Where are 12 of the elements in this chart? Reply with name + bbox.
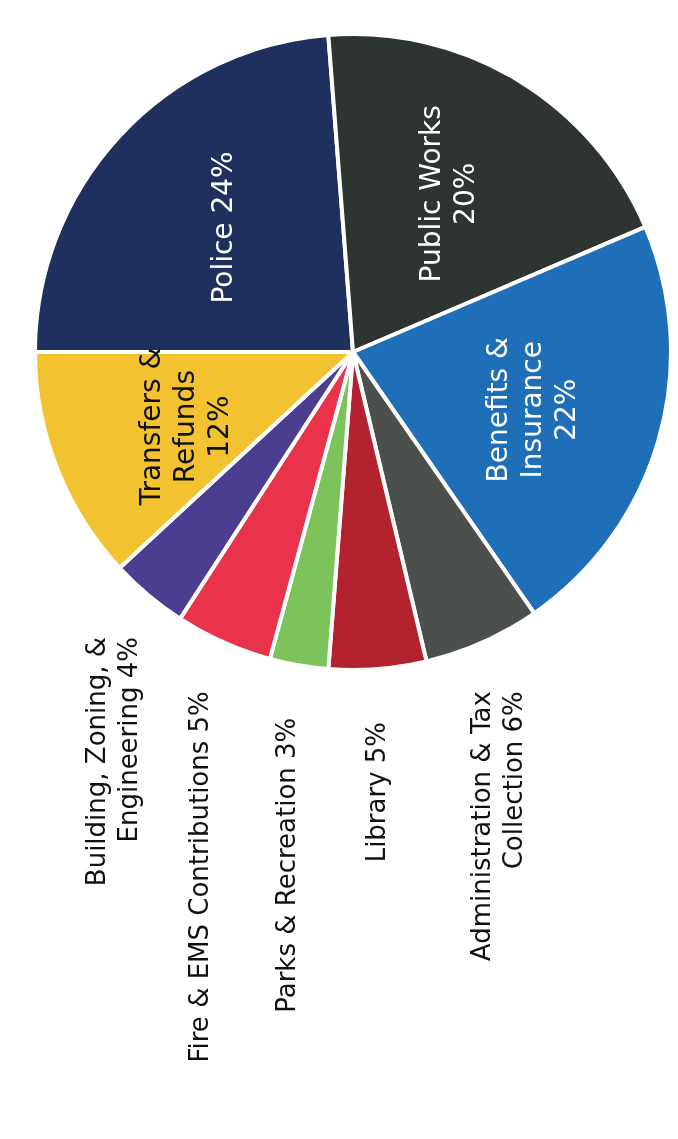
slice-label: Police 24% [205,151,239,304]
slice-label: Library 5% [361,721,392,863]
slice-label: Transfers & Refunds [133,347,201,507]
slice-label: Building, Zoning, & Engineering 4% [81,636,144,887]
slice-label: Fire & EMS Contributions 5% [183,691,214,1063]
data-label: 20% [447,162,481,225]
data-label: 22% [548,378,582,441]
slice-label: Parks & Recreation 3% [270,717,301,1013]
data-label: 12% [201,395,235,458]
slice-label: Benefits & Insurance [480,337,548,483]
slice-label: Public Works [413,105,447,283]
slice-label: Administration & Tax Collection 6% [466,691,529,962]
